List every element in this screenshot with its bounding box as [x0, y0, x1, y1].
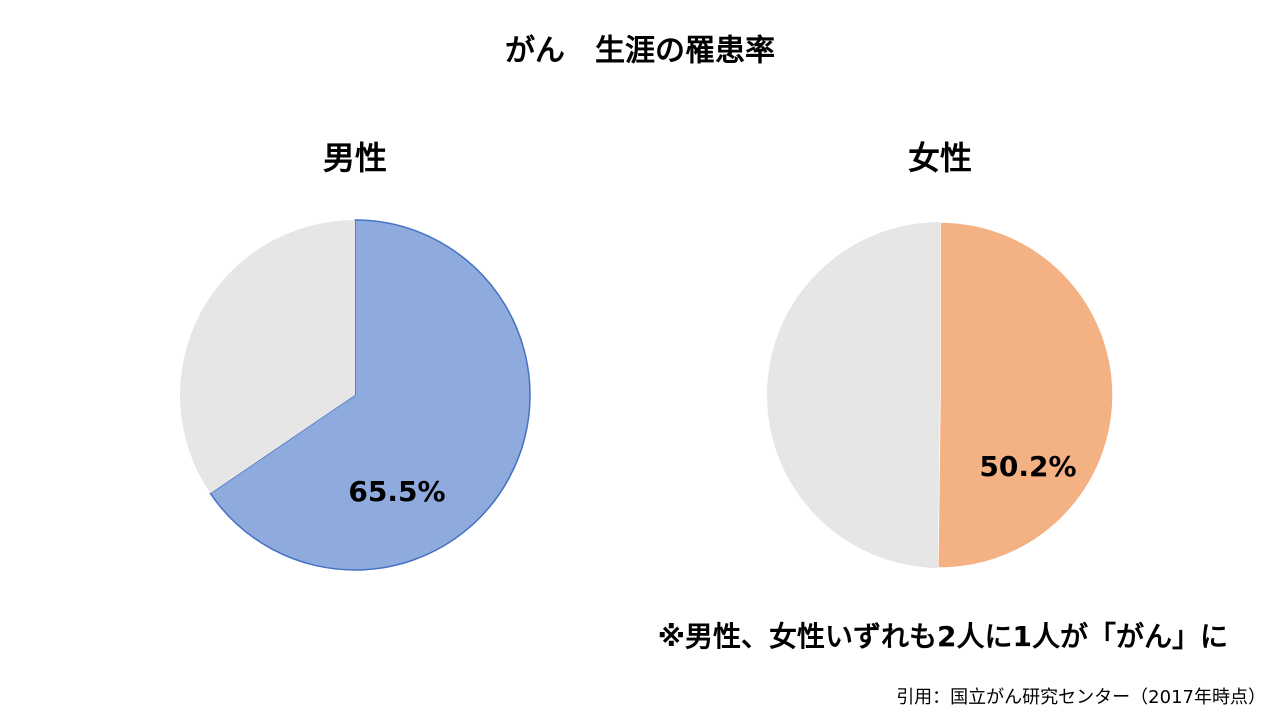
- pie-slice: [937, 221, 1114, 569]
- pie-slice: [767, 222, 940, 568]
- slide-title: がん 生涯の罹患率: [505, 34, 775, 69]
- pie-slice: [180, 220, 355, 494]
- data-label: 65.5%: [348, 475, 445, 508]
- note: ※男性、女性いずれも2人に1人が「がん」に: [658, 620, 1228, 653]
- chart-title: 男性: [323, 139, 387, 177]
- source: 引用：国立がん研究センター（2017年時点）: [896, 687, 1266, 708]
- pie-slice: [209, 219, 531, 571]
- data-label: 50.2%: [979, 450, 1076, 483]
- chart-title: 女性: [908, 139, 972, 177]
